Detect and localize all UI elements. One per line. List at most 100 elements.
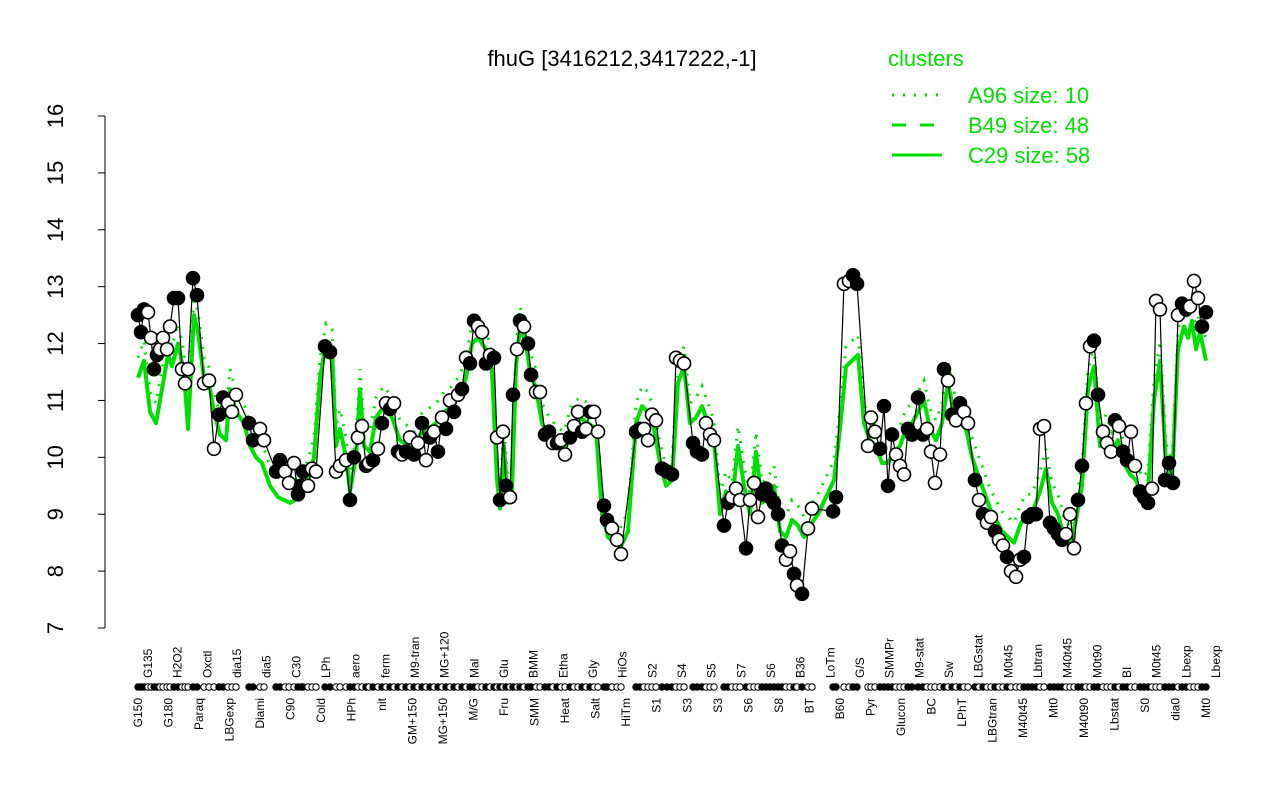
x-tick-marker [1040,683,1048,691]
x-tick-marker [336,683,344,691]
data-point [967,472,983,488]
data-point [794,586,810,602]
data-point [505,387,521,403]
data-point [590,424,606,440]
data-point [286,455,302,471]
data-point [177,376,193,391]
x-tick-marker [249,683,257,691]
cluster-c29-line [136,313,1208,551]
x-tick-label: dia0 [1168,698,1182,721]
x-tick-marker [193,683,201,691]
x-tick-marker [832,683,840,691]
data-point [201,373,217,388]
x-tick-label: Lbtran [1031,644,1045,678]
data-point [146,361,162,377]
x-tick-label: M0t45 [1001,644,1015,678]
data-point [446,404,462,420]
data-point [738,541,754,556]
chart-title: fhuG [3416212,3417222,-1] [487,46,756,71]
data-point [742,492,758,508]
y-tick-label: 16 [43,104,68,128]
data-point [143,330,159,346]
data-point [159,341,175,357]
data-point [1066,541,1082,556]
x-tick-label: Pyr [863,698,877,716]
x-tick-label: G180 [162,698,176,728]
data-point [1070,492,1086,508]
x-tick-marker [908,683,916,691]
y-tick-label: 13 [43,274,68,298]
x-tick-label: S7 [734,663,748,678]
y-tick-label: 15 [43,161,68,185]
x-tick-label: G/S [853,657,867,678]
data-point [224,404,240,420]
data-point [1152,302,1168,317]
x-tick-label: S6 [741,698,755,713]
data-point [1140,495,1156,511]
data-point [1008,569,1024,585]
data-point [281,475,297,491]
data-point [438,421,454,437]
x-tick-label: LPhT [955,697,969,726]
x-tick-label: S6 [764,663,778,678]
data-point [640,432,656,448]
data-point [1078,395,1094,411]
data-point [1123,424,1139,440]
data-point [495,424,511,440]
data-point [140,304,156,320]
data-point [896,467,912,482]
x-tick-label: BMM [527,650,541,678]
data-point [867,424,883,440]
x-tick-label: M9-tran [408,637,422,678]
data-point [523,367,539,383]
data-point [170,290,186,306]
data-point [1062,506,1078,522]
x-tick-marker [594,683,602,691]
x-tick-label: aero [349,654,363,678]
legend-entry-a96: A96 size: 10 [968,83,1089,108]
legend: clusters A96 size: 10 B49 size: 48 C29 s… [888,46,1090,168]
data-point [1016,549,1032,565]
x-tick-label: S8 [772,698,786,713]
x-tick-label: Lbexp [1179,645,1193,678]
y-tick-label: 9 [43,508,68,520]
data-point [300,478,316,494]
y-tick-label: 7 [43,622,68,634]
data-point [910,390,926,405]
data-point [716,518,732,533]
x-tick-label: M0t90 [1090,644,1104,678]
data-point [322,344,338,360]
data-point [596,498,612,513]
x-tick-label: dia5 [260,655,274,678]
data-point [486,350,502,366]
x-tick-marker [798,683,806,691]
x-tick-label: BC [924,698,938,715]
data-point [185,270,201,286]
data-point [1036,418,1052,434]
data-point [256,432,272,448]
x-tick-label: G150 [131,698,145,728]
data-point [189,287,205,303]
x-tick-label: S5 [705,663,719,678]
x-tick-label: M/G [467,698,481,721]
y-tick-label: 8 [43,565,68,577]
data-point [1074,458,1090,474]
x-tick-label: Gly [586,660,600,678]
x-tick-label: Cold [314,698,328,723]
data-point [1190,290,1206,306]
data-point [370,441,386,457]
data-point [919,421,935,437]
y-tick-label: 10 [43,445,68,469]
data-point [694,447,710,462]
data-point [1111,418,1127,434]
x-tick-label: ferm [378,654,392,678]
x-tick-label: Lbexp [1209,645,1223,678]
x-tick-label: HiOs [616,651,630,678]
data-point [746,475,762,491]
data-point [374,415,390,431]
data-point [706,432,722,448]
data-point [609,532,625,548]
data-point [162,319,178,334]
x-tick-marker [736,683,744,691]
